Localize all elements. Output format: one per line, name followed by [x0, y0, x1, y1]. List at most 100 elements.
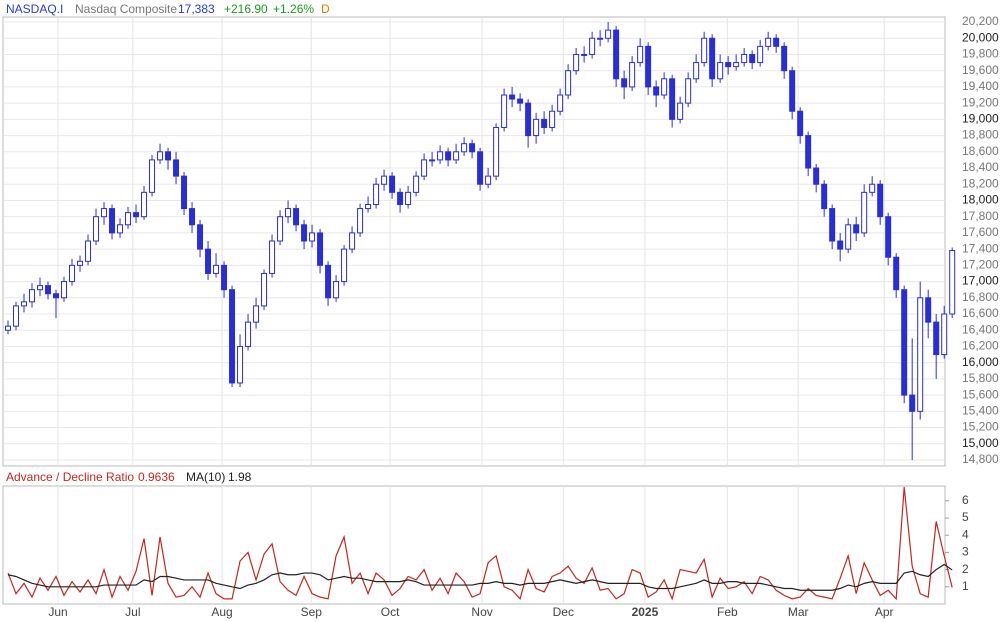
candle-body — [125, 212, 132, 226]
candle-body — [917, 297, 924, 412]
y-tick-label: 18,600 — [962, 144, 999, 158]
candle-body — [829, 208, 836, 242]
x-tick-label: Oct — [381, 605, 400, 619]
candle-body — [325, 264, 332, 299]
candle-body — [629, 62, 636, 88]
candle-body — [21, 301, 28, 307]
candle-body — [773, 37, 780, 47]
candle-body — [885, 216, 892, 258]
candle-body — [533, 118, 540, 137]
candle-body — [301, 224, 308, 242]
x-tick-label: Jul — [125, 605, 140, 619]
candle-body — [477, 151, 484, 185]
candle-body — [285, 208, 292, 218]
candle-body — [437, 151, 444, 161]
candle-body — [157, 151, 164, 161]
candle-body — [613, 29, 620, 80]
candle-body — [45, 285, 52, 295]
price-frame — [2, 16, 946, 467]
candle-body — [213, 264, 220, 274]
y-tick-label: 20,000 — [962, 30, 999, 44]
candle-body — [341, 248, 348, 283]
candle-body — [277, 216, 284, 242]
candle-body — [133, 212, 140, 218]
candle-body — [429, 159, 436, 162]
legend-ad-value: 0.9636 — [138, 470, 175, 484]
interval: D — [321, 2, 330, 16]
candle-body — [541, 118, 548, 128]
candle-body — [709, 37, 716, 80]
symbol: NASDAQ.I — [6, 2, 63, 16]
candle-body — [333, 281, 340, 299]
candle-body — [85, 240, 92, 262]
y-tick-label: 1 — [962, 579, 969, 593]
candle-body — [749, 53, 756, 64]
candle-body — [757, 45, 764, 64]
candle-body — [605, 29, 612, 39]
candle-body — [637, 45, 644, 64]
x-tick-label: 2025 — [632, 605, 659, 619]
legend-ma-value: 1.98 — [228, 470, 252, 484]
candle-body — [485, 175, 492, 185]
y-tick-label: 16,200 — [962, 339, 999, 353]
candle-body — [173, 159, 180, 177]
y-tick-label: 18,800 — [962, 128, 999, 142]
candle-body — [205, 248, 212, 274]
candle-body — [701, 37, 708, 64]
y-tick-label: 15,600 — [962, 387, 999, 401]
candle-body — [725, 62, 732, 68]
y-tick-label: 19,400 — [962, 79, 999, 93]
y-tick-label: 2 — [962, 562, 969, 576]
candle-body — [501, 94, 508, 128]
candle-body — [493, 126, 500, 177]
y-tick-label: 16,000 — [962, 355, 999, 369]
candle-body — [69, 264, 76, 283]
candle-body — [309, 232, 316, 242]
y-tick-label: 16,800 — [962, 290, 999, 304]
y-tick-label: 17,000 — [962, 274, 999, 288]
candle-body — [693, 62, 700, 80]
candle-body — [741, 53, 748, 64]
legend-ad: Advance / Decline Ratio — [6, 470, 134, 484]
candle-body — [669, 78, 676, 120]
y-tick-label: 19,200 — [962, 95, 999, 109]
y-tick-label: 18,400 — [962, 160, 999, 174]
change-pct: +1.26% — [273, 2, 314, 16]
candle-body — [821, 183, 828, 210]
y-tick-label: 18,200 — [962, 176, 999, 190]
candle-body — [789, 70, 796, 112]
y-tick-label: 18,000 — [962, 193, 999, 207]
legend-ma: MA(10) — [186, 470, 225, 484]
candle-body — [733, 62, 740, 68]
instrument-name: Nasdaq Composite — [75, 2, 177, 16]
x-tick-label: Aug — [211, 605, 232, 619]
y-tick-label: 15,200 — [962, 420, 999, 434]
candle-body — [5, 325, 12, 331]
candle-body — [245, 321, 252, 347]
candle-body — [901, 289, 908, 396]
candle-body — [565, 70, 572, 96]
candle-body — [645, 45, 652, 88]
candle-body — [421, 159, 428, 177]
y-tick-label: 5 — [962, 510, 969, 524]
candle-body — [317, 232, 324, 266]
candle-body — [253, 305, 260, 323]
last-price: 17,383 — [178, 2, 215, 16]
series-line — [7, 563, 953, 591]
x-tick-label: Nov — [471, 605, 492, 619]
candle-body — [197, 224, 204, 250]
candle-body — [853, 224, 860, 234]
candle-body — [413, 175, 420, 193]
y-tick-label: 4 — [962, 527, 969, 541]
candle-body — [797, 110, 804, 137]
candle-body — [61, 281, 68, 299]
candle-body — [445, 151, 452, 161]
candle-body — [685, 78, 692, 104]
candle-body — [925, 297, 932, 323]
candle-body — [37, 285, 44, 291]
x-tick-label: Jun — [48, 605, 67, 619]
candle-body — [653, 86, 660, 96]
candle-body — [677, 102, 684, 120]
candle-body — [101, 208, 108, 218]
